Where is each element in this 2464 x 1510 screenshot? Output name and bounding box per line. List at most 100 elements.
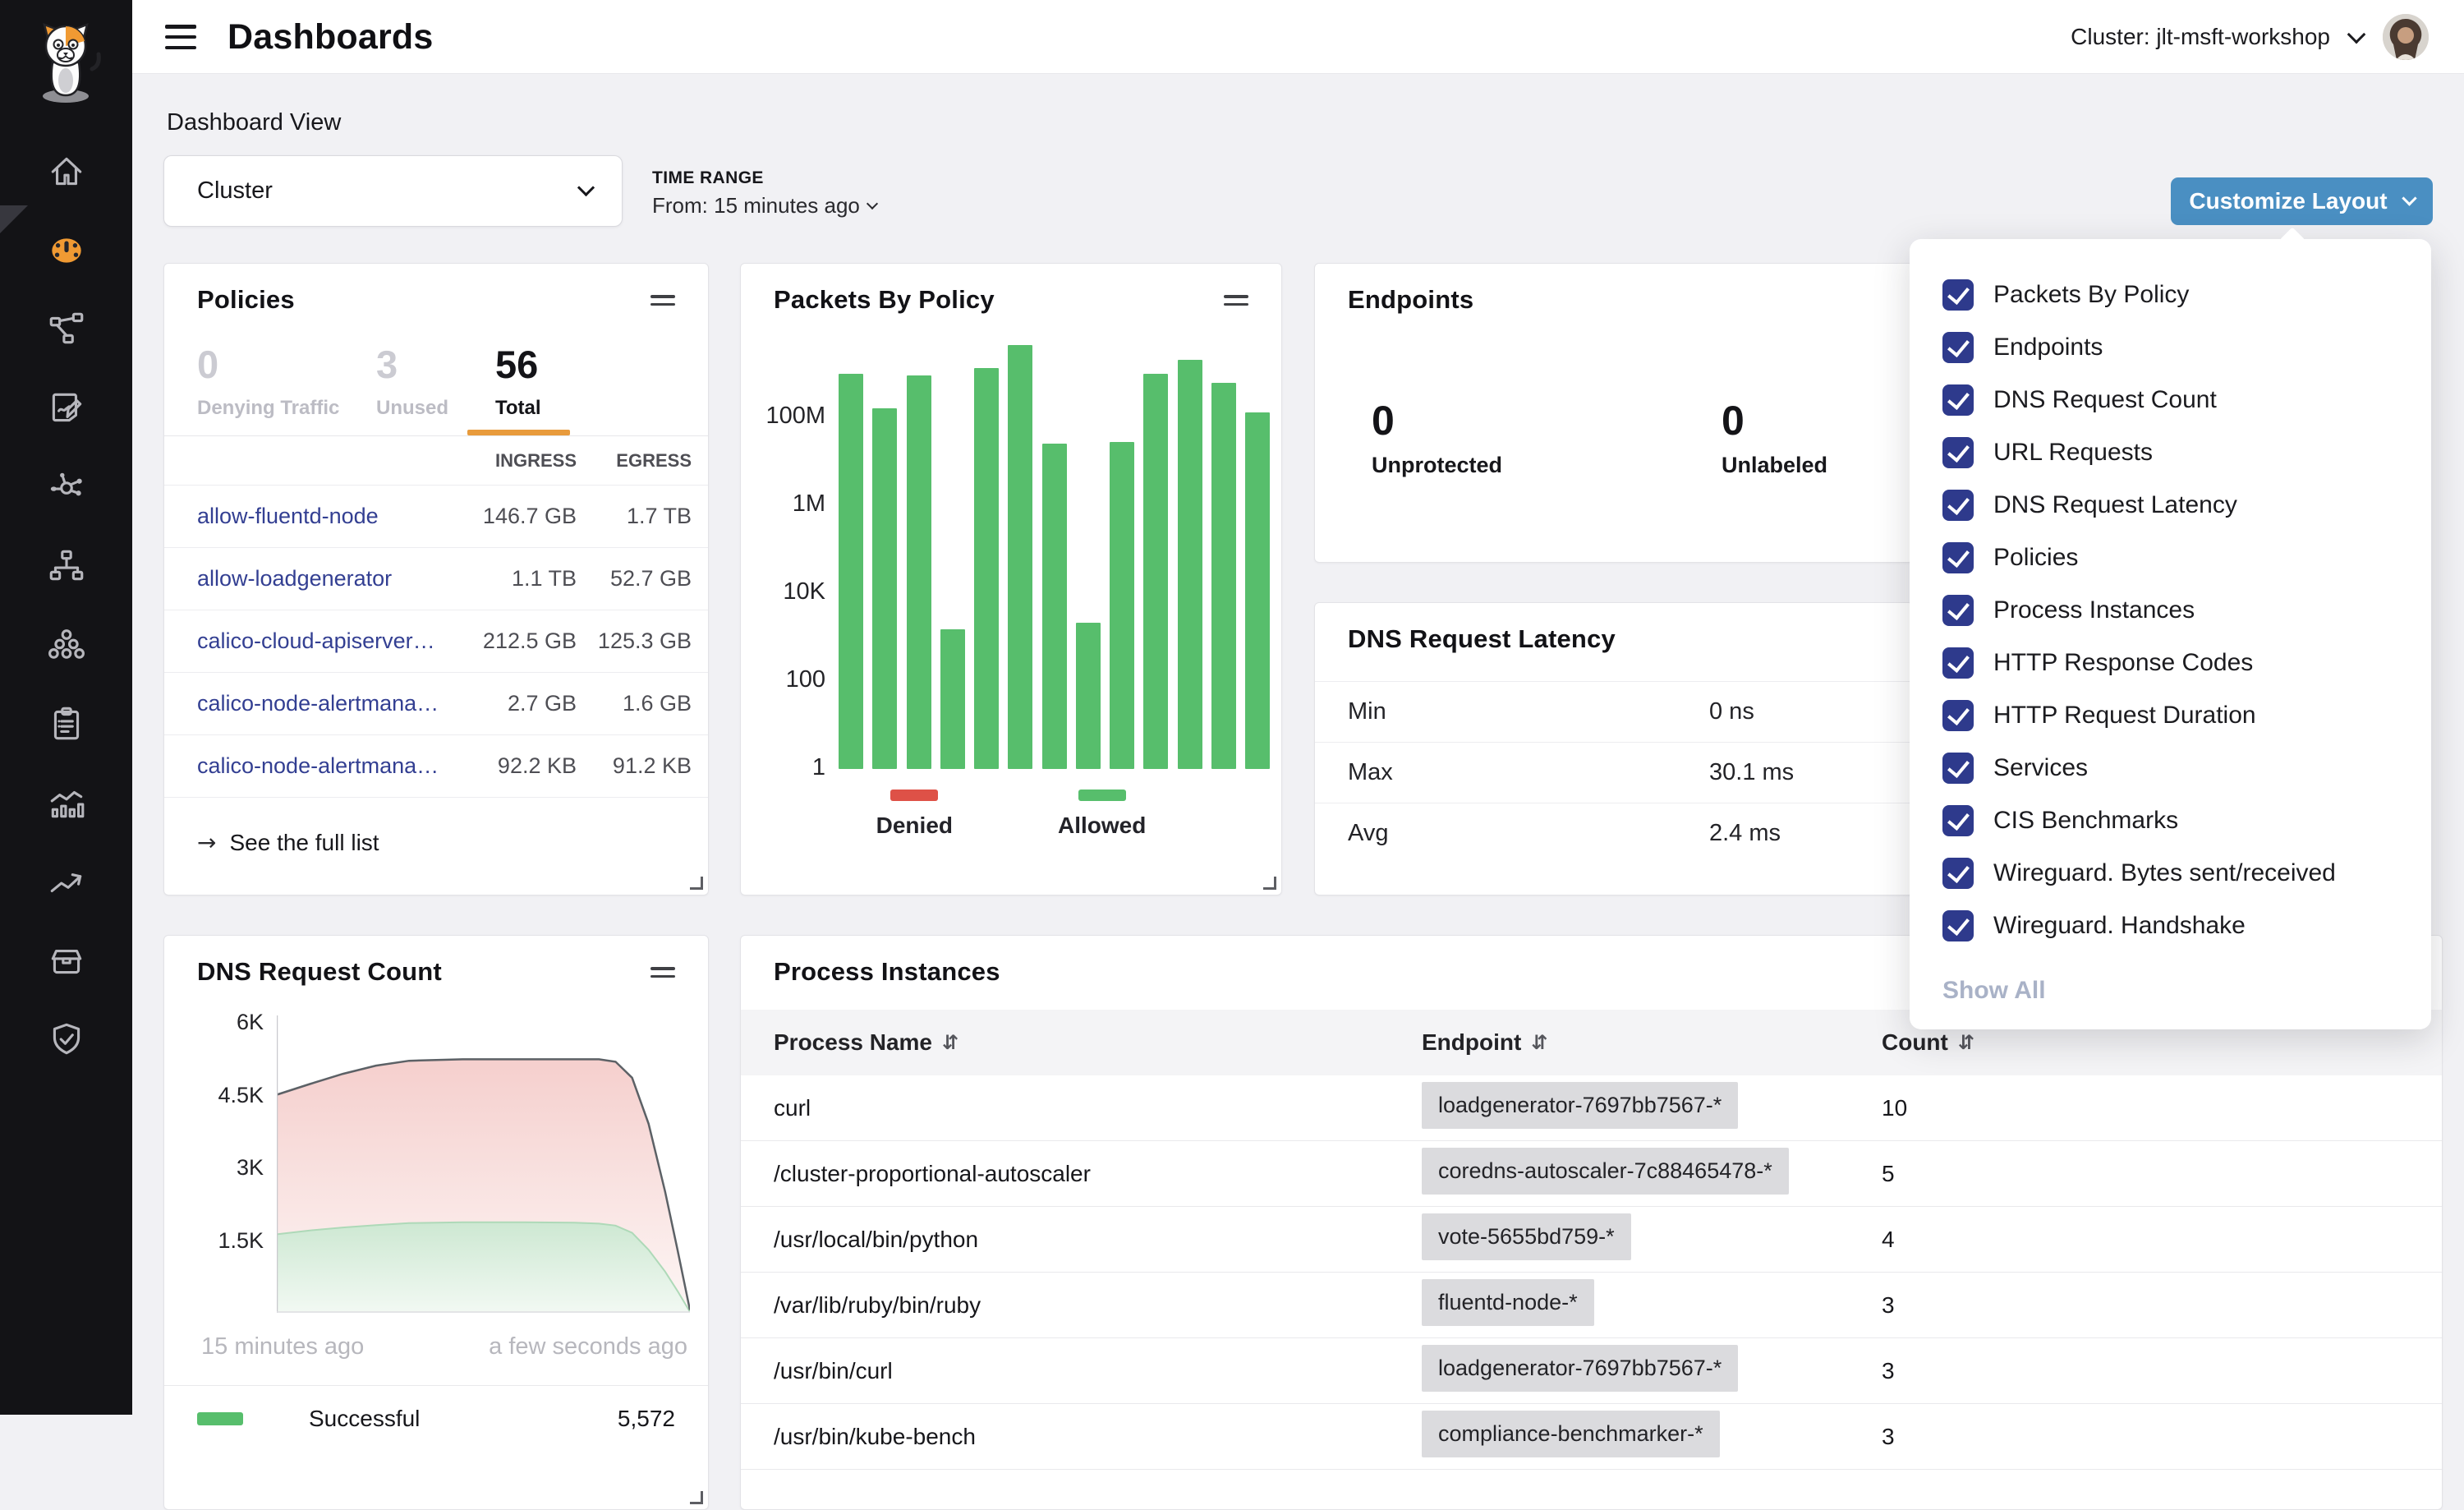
drag-handle-icon[interactable] [1224, 295, 1248, 311]
menu-item-process-instances[interactable]: Process Instances [1910, 584, 2431, 637]
policy-link[interactable]: allow-fluentd-node [197, 504, 441, 529]
drag-handle-icon[interactable] [650, 295, 675, 311]
card-title: DNS Request Latency [1348, 624, 1616, 654]
checkbox-checked-icon[interactable] [1942, 490, 1974, 521]
y-tick: 1.5K [218, 1228, 264, 1254]
resize-handle[interactable] [691, 1492, 703, 1504]
dashboards-icon [45, 229, 88, 272]
sidebar-item-dashboards[interactable] [0, 211, 132, 290]
x-label-end: a few seconds ago [489, 1333, 687, 1360]
process-row: /usr/bin/kube-bench compliance-benchmark… [741, 1404, 2442, 1470]
sidebar-item-home[interactable] [0, 132, 132, 211]
menu-item-services[interactable]: Services [1910, 742, 2431, 794]
sidebar-item-inventory[interactable] [0, 921, 132, 1000]
stat-unused[interactable]: 3 Unused [376, 342, 448, 420]
y-tick: 4.5K [218, 1083, 264, 1108]
sidebar-item-clusters[interactable] [0, 605, 132, 684]
menu-item-url-requests[interactable]: URL Requests [1910, 426, 2431, 479]
show-all-link[interactable]: Show All [1942, 977, 2046, 1005]
drag-handle-icon[interactable] [650, 967, 675, 983]
process-count: 4 [1882, 1227, 2442, 1253]
policy-link[interactable]: calico-cloud-apiserver-… [197, 628, 441, 654]
checkbox-checked-icon[interactable] [1942, 437, 1974, 468]
sidebar-item-timeline[interactable] [0, 842, 132, 921]
chevron-down-icon [867, 198, 878, 209]
threat-defense-icon [45, 1018, 88, 1061]
chart-legend: Denied Allowed [741, 790, 1281, 839]
checkbox-checked-icon[interactable] [1942, 858, 1974, 889]
bar-allowed [839, 374, 863, 770]
dashboard-view-select[interactable]: Cluster [163, 155, 623, 227]
legend-value: 5,572 [618, 1406, 675, 1432]
activity-icon [45, 781, 88, 824]
dns-request-latency-card: DNS Request Latency Min 0 ns Max 30.1 ms… [1314, 602, 1914, 895]
card-title: DNS Request Count [197, 957, 442, 987]
legend-swatch [1078, 790, 1126, 801]
process-row: /var/lib/ruby/bin/ruby fluentd-node-* 3 [741, 1273, 2442, 1338]
checkbox-checked-icon[interactable] [1942, 647, 1974, 679]
process-name: /cluster-proportional-autoscaler [774, 1161, 1422, 1187]
menu-item-http-request-duration[interactable]: HTTP Request Duration [1910, 689, 2431, 742]
inventory-icon [45, 939, 88, 982]
sidebar-item-service-graph[interactable] [0, 290, 132, 369]
checkbox-checked-icon[interactable] [1942, 700, 1974, 731]
calico-cat-logo[interactable] [23, 12, 108, 104]
menu-item-cis-benchmarks[interactable]: CIS Benchmarks [1910, 794, 2431, 847]
sidebar-item-compliance[interactable] [0, 684, 132, 763]
checkbox-checked-icon[interactable] [1942, 542, 1974, 573]
policy-link[interactable]: allow-loadgenerator [197, 566, 441, 592]
checkbox-checked-icon[interactable] [1942, 753, 1974, 784]
latency-table: Min 0 ns Max 30.1 ms Avg 2.4 ms [1315, 681, 1913, 863]
y-tick: 1M [793, 490, 825, 518]
stat-total[interactable]: 56 Total [495, 342, 541, 420]
menu-item-dns-request-latency[interactable]: DNS Request Latency [1910, 479, 2431, 532]
resize-handle[interactable] [1264, 877, 1276, 890]
bar-allowed [940, 629, 965, 769]
policy-link[interactable]: calico-node-alertmana… [197, 753, 441, 779]
see-full-list-link[interactable]: See the full list [229, 830, 379, 856]
resize-handle[interactable] [691, 877, 703, 890]
process-name: /usr/bin/curl [774, 1358, 1422, 1384]
stat-denying-traffic[interactable]: 0 Denying Traffic [197, 342, 339, 420]
sidebar-item-activity[interactable] [0, 763, 132, 842]
sort-icon[interactable]: ⇵ [1958, 1031, 1974, 1054]
menu-item-policies[interactable]: Policies [1910, 532, 2431, 584]
bar-allowed [1178, 360, 1202, 769]
process-name: /usr/local/bin/python [774, 1227, 1422, 1253]
sidebar-item-threat-defense[interactable] [0, 1000, 132, 1079]
checkbox-checked-icon[interactable] [1942, 805, 1974, 836]
menu-item-http-response-codes[interactable]: HTTP Response Codes [1910, 637, 2431, 689]
dns-request-count-card: DNS Request Count 1.5K3K4.5K6K [163, 935, 709, 1510]
menu-item-wireguard-handshake[interactable]: Wireguard. Handshake [1910, 900, 2431, 952]
menu-item-packets-by-policy[interactable]: Packets By Policy [1910, 269, 2431, 321]
column-count: Count [1882, 1029, 1948, 1056]
egress-value: 125.3 GB [577, 628, 692, 654]
chevron-down-icon[interactable] [2347, 25, 2366, 44]
clusters-icon [45, 624, 88, 666]
checkbox-checked-icon[interactable] [1942, 595, 1974, 626]
menu-item-wireguard-bytes-sent-received[interactable]: Wireguard. Bytes sent/received [1910, 847, 2431, 900]
checkbox-checked-icon[interactable] [1942, 384, 1974, 416]
y-tick: 1 [812, 754, 825, 781]
compliance-icon [45, 702, 88, 745]
process-count: 3 [1882, 1292, 2442, 1319]
menu-item-endpoints[interactable]: Endpoints [1910, 321, 2431, 374]
sidebar-item-policies[interactable] [0, 369, 132, 448]
sidebar-item-flow-visualizations[interactable] [0, 448, 132, 527]
sort-icon[interactable]: ⇵ [1531, 1031, 1547, 1054]
hamburger-menu-icon[interactable] [165, 23, 196, 51]
checkbox-checked-icon[interactable] [1942, 332, 1974, 363]
time-range-value[interactable]: From: 15 minutes ago [652, 193, 876, 219]
checkbox-checked-icon[interactable] [1942, 279, 1974, 311]
sidebar [0, 0, 132, 1415]
endpoints-card: Endpoints 0 Unprotected 0 Unlabeled [1314, 263, 1914, 563]
sort-icon[interactable]: ⇵ [942, 1031, 958, 1054]
checkbox-checked-icon[interactable] [1942, 910, 1974, 941]
menu-item-dns-request-count[interactable]: DNS Request Count [1910, 374, 2431, 426]
customize-layout-button[interactable]: Customize Layout [2171, 177, 2433, 225]
card-title: Packets By Policy [774, 285, 995, 315]
avatar[interactable] [2383, 14, 2429, 60]
cluster-selector[interactable]: Cluster: jlt-msft-workshop [2071, 24, 2330, 50]
sidebar-item-network-tree[interactable] [0, 527, 132, 605]
policy-link[interactable]: calico-node-alertmana… [197, 691, 441, 716]
